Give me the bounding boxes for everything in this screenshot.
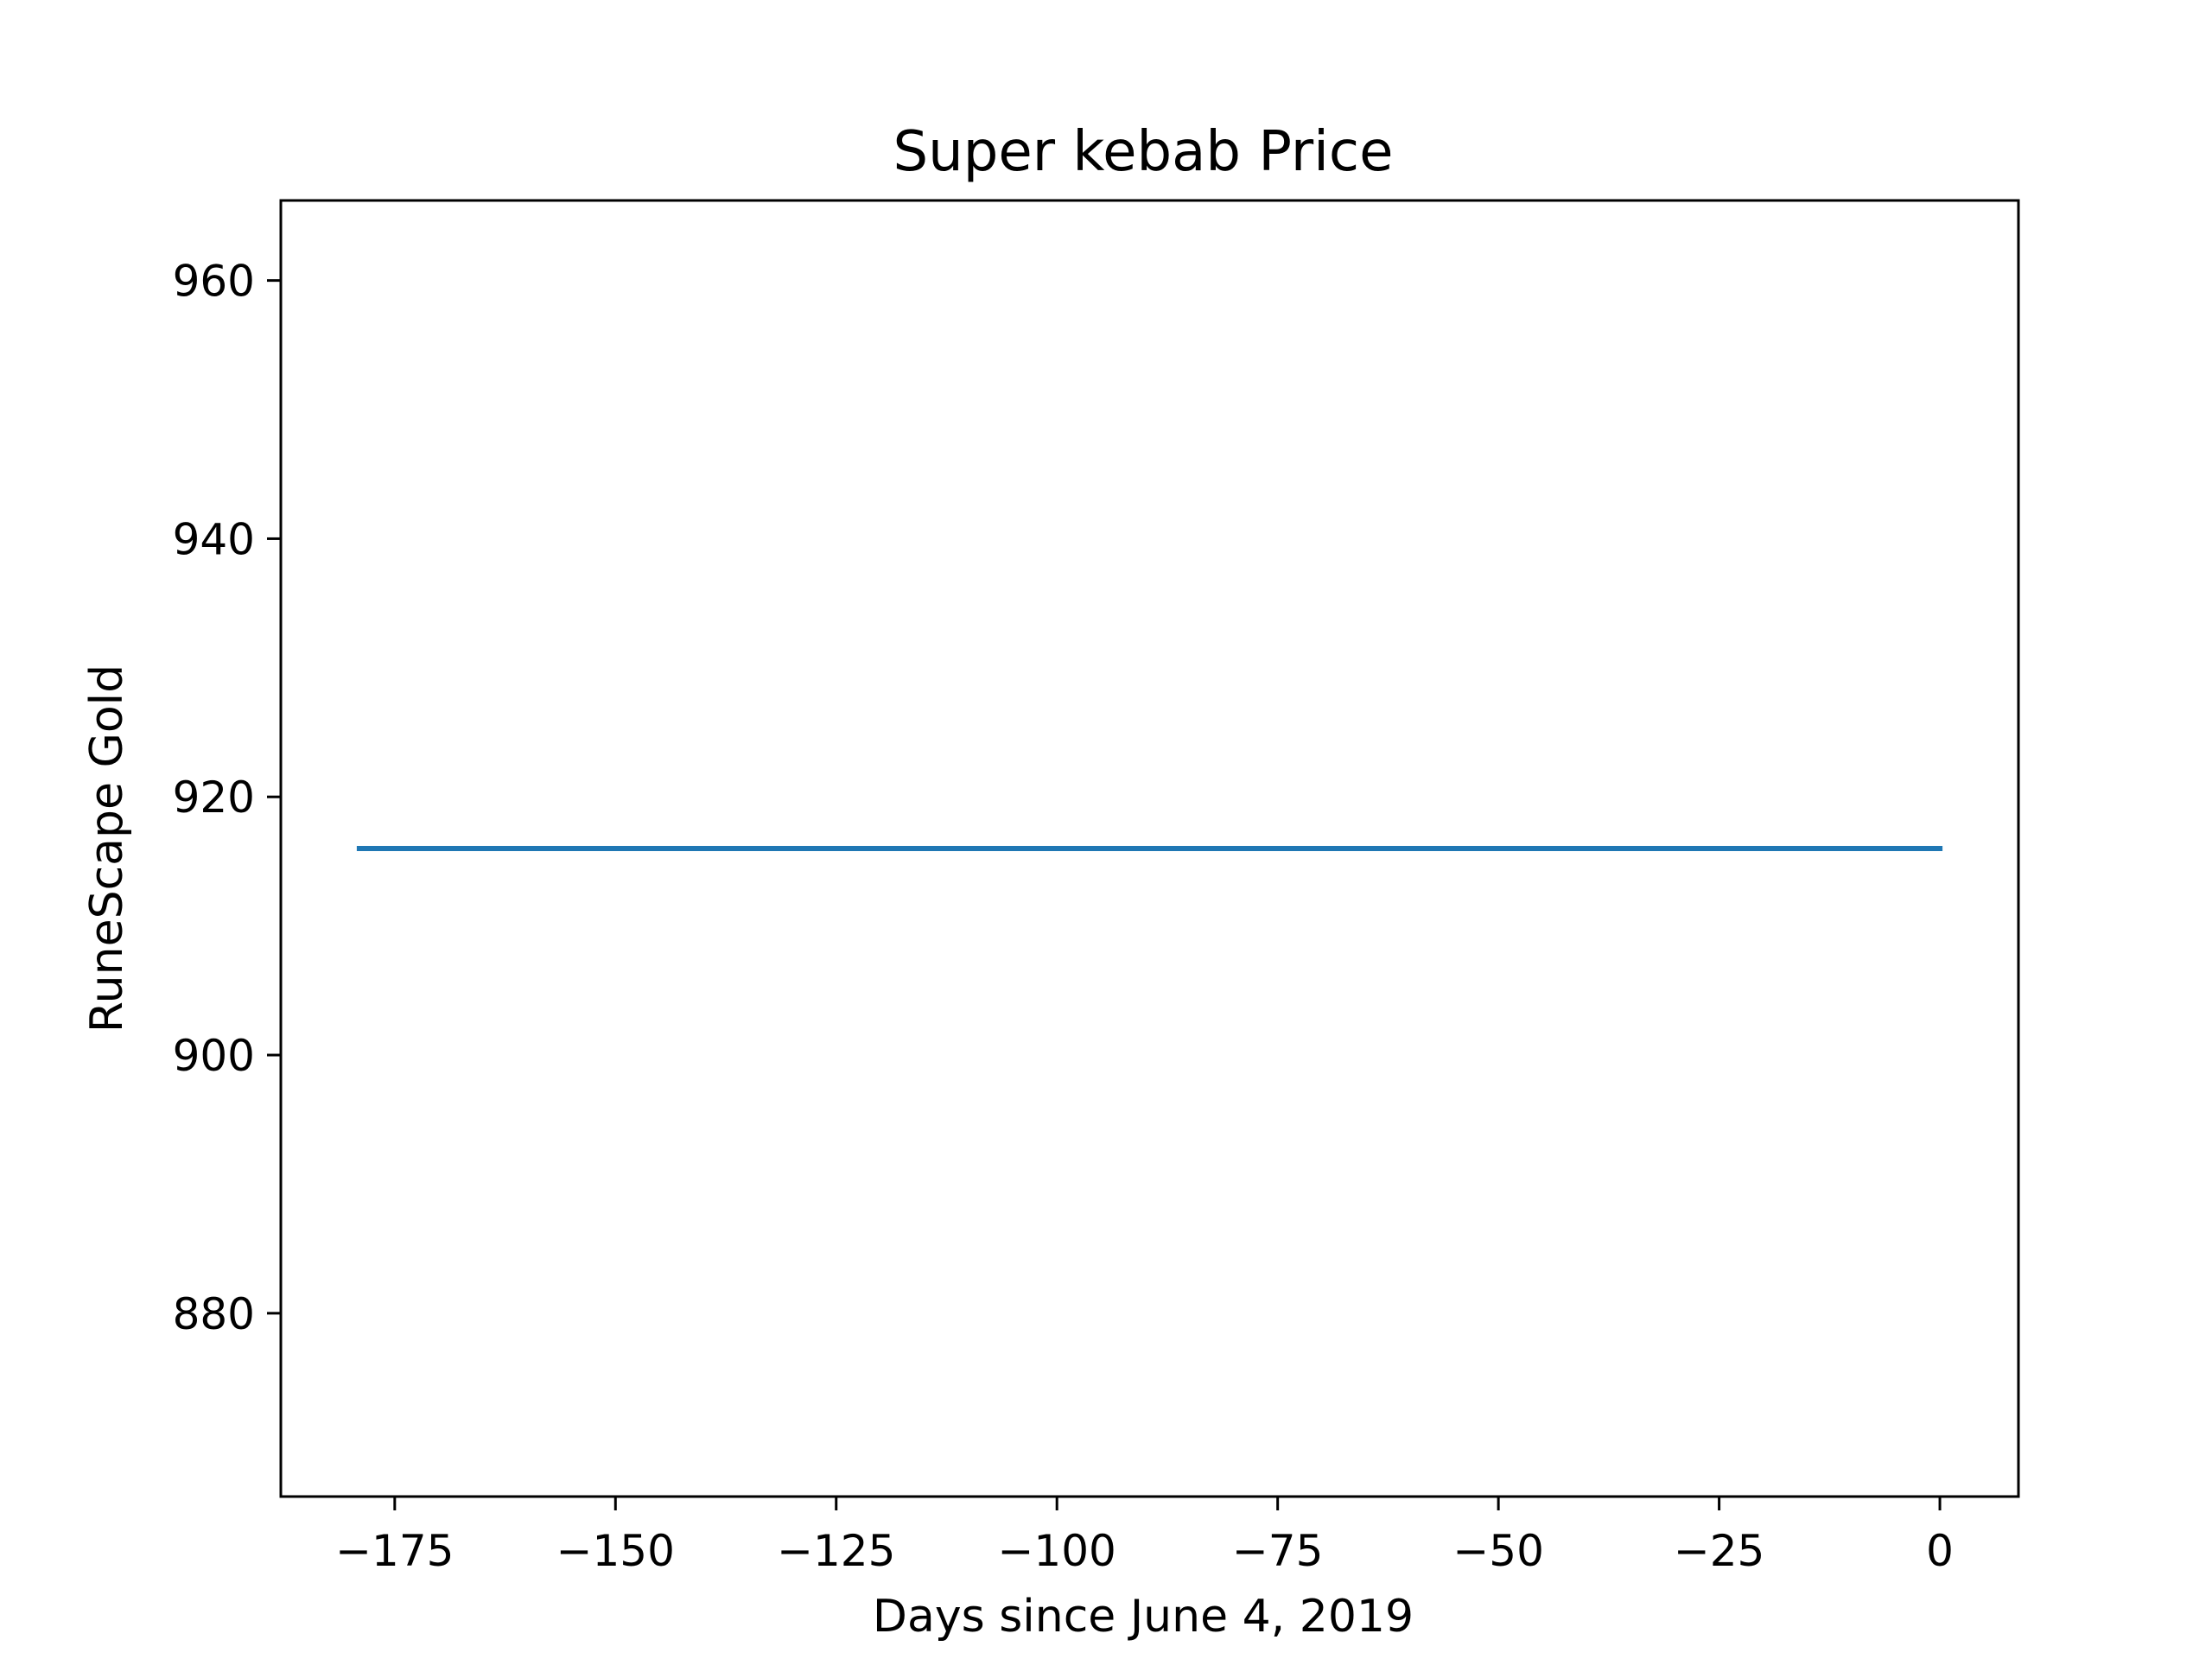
- x-tick-label: −75: [1232, 1526, 1324, 1576]
- x-axis-ticks: −175 −150 −125 −100 −75 −50 −25 0: [335, 1497, 1954, 1576]
- y-tick-label: 880: [173, 1289, 255, 1339]
- x-tick-label: −100: [998, 1526, 1116, 1576]
- x-tick-label: −25: [1674, 1526, 1765, 1576]
- y-axis-label: RuneScape Gold: [81, 664, 133, 1033]
- y-tick-label: 920: [173, 772, 255, 823]
- x-tick-label: 0: [1926, 1526, 1954, 1576]
- axes-frame: [279, 199, 2020, 1498]
- x-tick-label: −125: [777, 1526, 895, 1576]
- y-tick-label: 960: [173, 257, 255, 307]
- x-tick-label: −50: [1452, 1526, 1544, 1576]
- x-tick-label: −175: [335, 1526, 454, 1576]
- x-tick-label: −150: [556, 1526, 675, 1576]
- y-tick-label: 900: [173, 1031, 255, 1081]
- x-axis-label: Days since June 4, 2019: [873, 1591, 1414, 1643]
- y-tick-label: 940: [173, 514, 255, 564]
- chart-title: Super kebab Price: [893, 120, 1394, 184]
- y-axis-ticks: 880 900 920 940 960: [173, 257, 281, 1339]
